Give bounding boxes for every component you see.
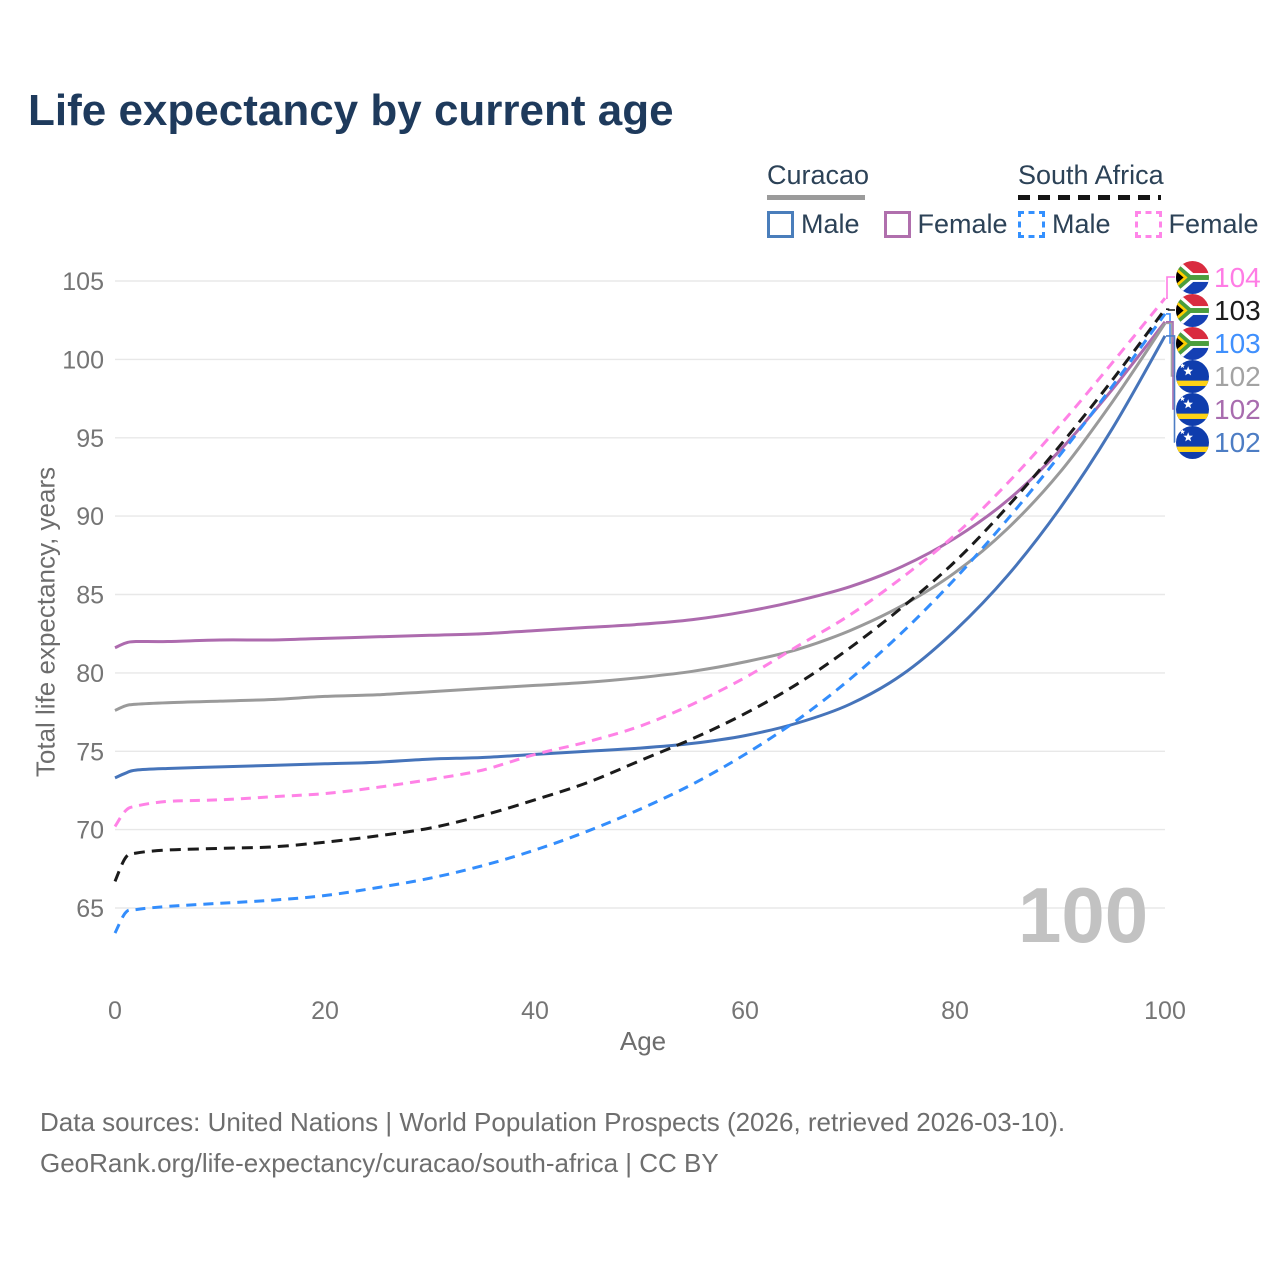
end-label-curacao-female: 102 bbox=[1176, 392, 1261, 426]
series-line-curacao-female bbox=[114, 320, 1167, 650]
y-tick-label: 105 bbox=[62, 268, 104, 296]
y-tick-label: 75 bbox=[76, 738, 104, 766]
y-tick-label: 100 bbox=[62, 346, 104, 374]
curacao-male-swatch-icon bbox=[767, 211, 794, 238]
series-line-curacao-male bbox=[114, 335, 1167, 780]
end-value-label: 102 bbox=[1214, 360, 1261, 392]
x-tick-label: 80 bbox=[941, 997, 969, 1025]
series-line-curacao-both bbox=[114, 322, 1167, 712]
legend-group-title-south-africa: South Africa bbox=[1018, 160, 1164, 190]
legend-group-curacao: Curacao Male Female bbox=[767, 160, 1008, 240]
legend-item-south-africa-male: Male bbox=[1018, 209, 1111, 240]
south-africa-flag-icon bbox=[1176, 260, 1209, 294]
series-line-south-africa-male bbox=[113, 313, 1167, 934]
x-axis-title: Age bbox=[619, 1026, 667, 1056]
footer-line-1: Data sources: United Nations | World Pop… bbox=[40, 1107, 1066, 1137]
legend-item-curacao-female: Female bbox=[883, 209, 1008, 240]
y-tick-label: 65 bbox=[76, 895, 104, 923]
end-label-south-africa-female: 104 bbox=[1176, 260, 1261, 294]
footer: Data sources: United Nations | World Pop… bbox=[40, 1102, 1065, 1184]
y-tick-label: 85 bbox=[76, 582, 104, 610]
curacao-flag-icon bbox=[1176, 425, 1209, 459]
curacao-flag-icon bbox=[1176, 359, 1209, 393]
y-tick-label: 90 bbox=[76, 503, 104, 531]
legend-items-south-africa: Male Female bbox=[1018, 209, 1259, 240]
x-tick-label: 0 bbox=[108, 997, 122, 1025]
y-tick-label: 70 bbox=[76, 817, 104, 845]
x-tick-label: 100 bbox=[1144, 997, 1186, 1025]
end-label-curacao-male: 102 bbox=[1176, 425, 1261, 459]
legend-item-label: Male bbox=[801, 209, 860, 239]
legend-item-label: Female bbox=[1168, 209, 1259, 239]
end-label-connector bbox=[1166, 308, 1175, 311]
series-line-south-africa-female bbox=[113, 297, 1167, 828]
x-tick-label: 40 bbox=[521, 997, 549, 1025]
legend-group-south-africa: South Africa Male Female bbox=[1018, 160, 1259, 240]
y-tick-label: 80 bbox=[76, 660, 104, 688]
legend-item-label: Female bbox=[917, 209, 1008, 239]
end-value-label: 104 bbox=[1214, 261, 1261, 293]
legend-items-curacao: Male Female bbox=[767, 209, 1008, 240]
legend-item-south-africa-female: Female bbox=[1134, 209, 1259, 240]
x-tick-label: 20 bbox=[311, 997, 339, 1025]
south-africa-male-swatch-icon bbox=[1018, 211, 1045, 238]
south-africa-flag-icon bbox=[1176, 326, 1209, 360]
end-value-label: 102 bbox=[1214, 393, 1261, 425]
legend: Curacao Male Female South Africa Male bbox=[0, 160, 1280, 250]
end-label-connector bbox=[1166, 276, 1175, 299]
legend-item-label: Male bbox=[1052, 209, 1111, 239]
series-line-south-africa-both bbox=[113, 308, 1167, 883]
y-tick-label: 95 bbox=[76, 425, 104, 453]
end-label-curacao-both: 102 bbox=[1176, 359, 1261, 393]
curacao-female-swatch-icon bbox=[883, 211, 911, 238]
end-value-label: 103 bbox=[1214, 294, 1261, 326]
end-label-south-africa-both: 103 bbox=[1176, 293, 1261, 327]
end-label-connector bbox=[1166, 335, 1176, 443]
south-africa-female-swatch-icon bbox=[1134, 211, 1162, 238]
end-label-south-africa-male: 103 bbox=[1176, 326, 1261, 360]
axis-max-watermark: 100 bbox=[1018, 871, 1149, 959]
x-tick-label: 60 bbox=[731, 997, 759, 1025]
south-africa-flag-icon bbox=[1176, 293, 1209, 327]
curacao-line-style-icon bbox=[767, 195, 865, 200]
legend-group-title-curacao: Curacao bbox=[767, 160, 870, 190]
footer-line-2: GeoRank.org/life-expectancy/curacao/sout… bbox=[40, 1148, 719, 1178]
legend-item-curacao-male: Male bbox=[767, 209, 860, 240]
page-title: Life expectancy by current age bbox=[28, 86, 674, 135]
south-africa-line-style-icon bbox=[1018, 195, 1161, 200]
end-value-label: 103 bbox=[1214, 327, 1261, 359]
end-value-label: 102 bbox=[1214, 426, 1261, 458]
curacao-flag-icon bbox=[1176, 392, 1209, 426]
